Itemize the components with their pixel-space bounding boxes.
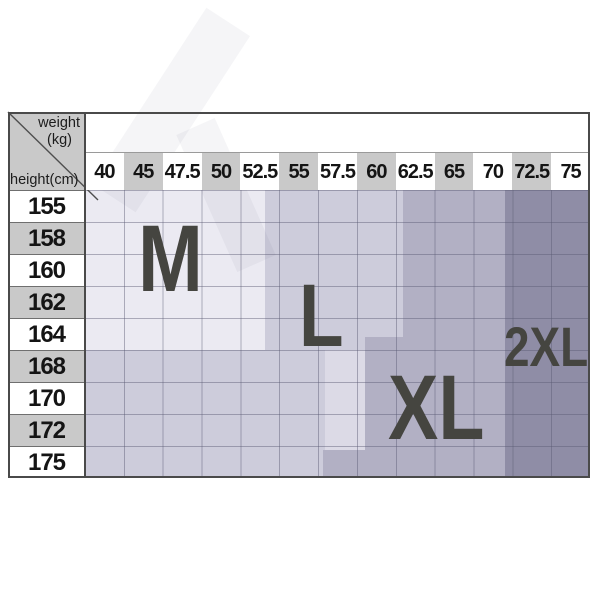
weight-axis-label: weight — [38, 115, 80, 131]
zone-2xl — [505, 190, 590, 478]
weight-header-cell: 65 — [434, 152, 474, 190]
weight-header-cell: 55 — [279, 152, 319, 190]
size-label-l: L — [299, 265, 344, 365]
weight-header-cell: 75 — [551, 152, 590, 190]
weight-header-cell: 50 — [201, 152, 241, 190]
size-label-m: M — [138, 206, 203, 312]
weight-header-cell: 60 — [356, 152, 396, 190]
zone-m — [85, 190, 265, 350]
size-label-xl: XL — [388, 357, 485, 459]
height-header-cell: 162 — [8, 286, 85, 318]
size-grid: M L XL 2XL — [85, 190, 590, 478]
weight-header-cell: 72.5 — [512, 152, 552, 190]
zone-l-light-strip — [325, 350, 365, 450]
height-header-cell: 158 — [8, 222, 85, 254]
height-header-cell: 164 — [8, 318, 85, 350]
weight-header-cell: 52.5 — [240, 152, 280, 190]
weight-header-cell: 47.5 — [162, 152, 202, 190]
height-axis-label: height(cm) — [10, 172, 79, 188]
corner-header-cell: weight (kg) height(cm) — [7, 111, 99, 201]
height-header-cell: 172 — [8, 414, 85, 446]
weight-header-cell: 40 — [85, 152, 124, 190]
weight-header-cell: 45 — [123, 152, 163, 190]
weight-header-cell: 57.5 — [318, 152, 357, 190]
weight-header-cell: 70 — [473, 152, 513, 190]
weight-header-cell: 62.5 — [395, 152, 435, 190]
height-header-cell: 160 — [8, 254, 85, 286]
weight-axis-unit: (kg) — [47, 132, 72, 148]
height-header-cell: 155 — [8, 190, 85, 222]
height-header-cell: 168 — [8, 350, 85, 382]
height-header-cell: 175 — [8, 446, 85, 478]
size-label-2xl: 2XL — [504, 315, 589, 378]
height-header-cell: 170 — [8, 382, 85, 414]
diagonal-line-icon — [7, 111, 99, 201]
